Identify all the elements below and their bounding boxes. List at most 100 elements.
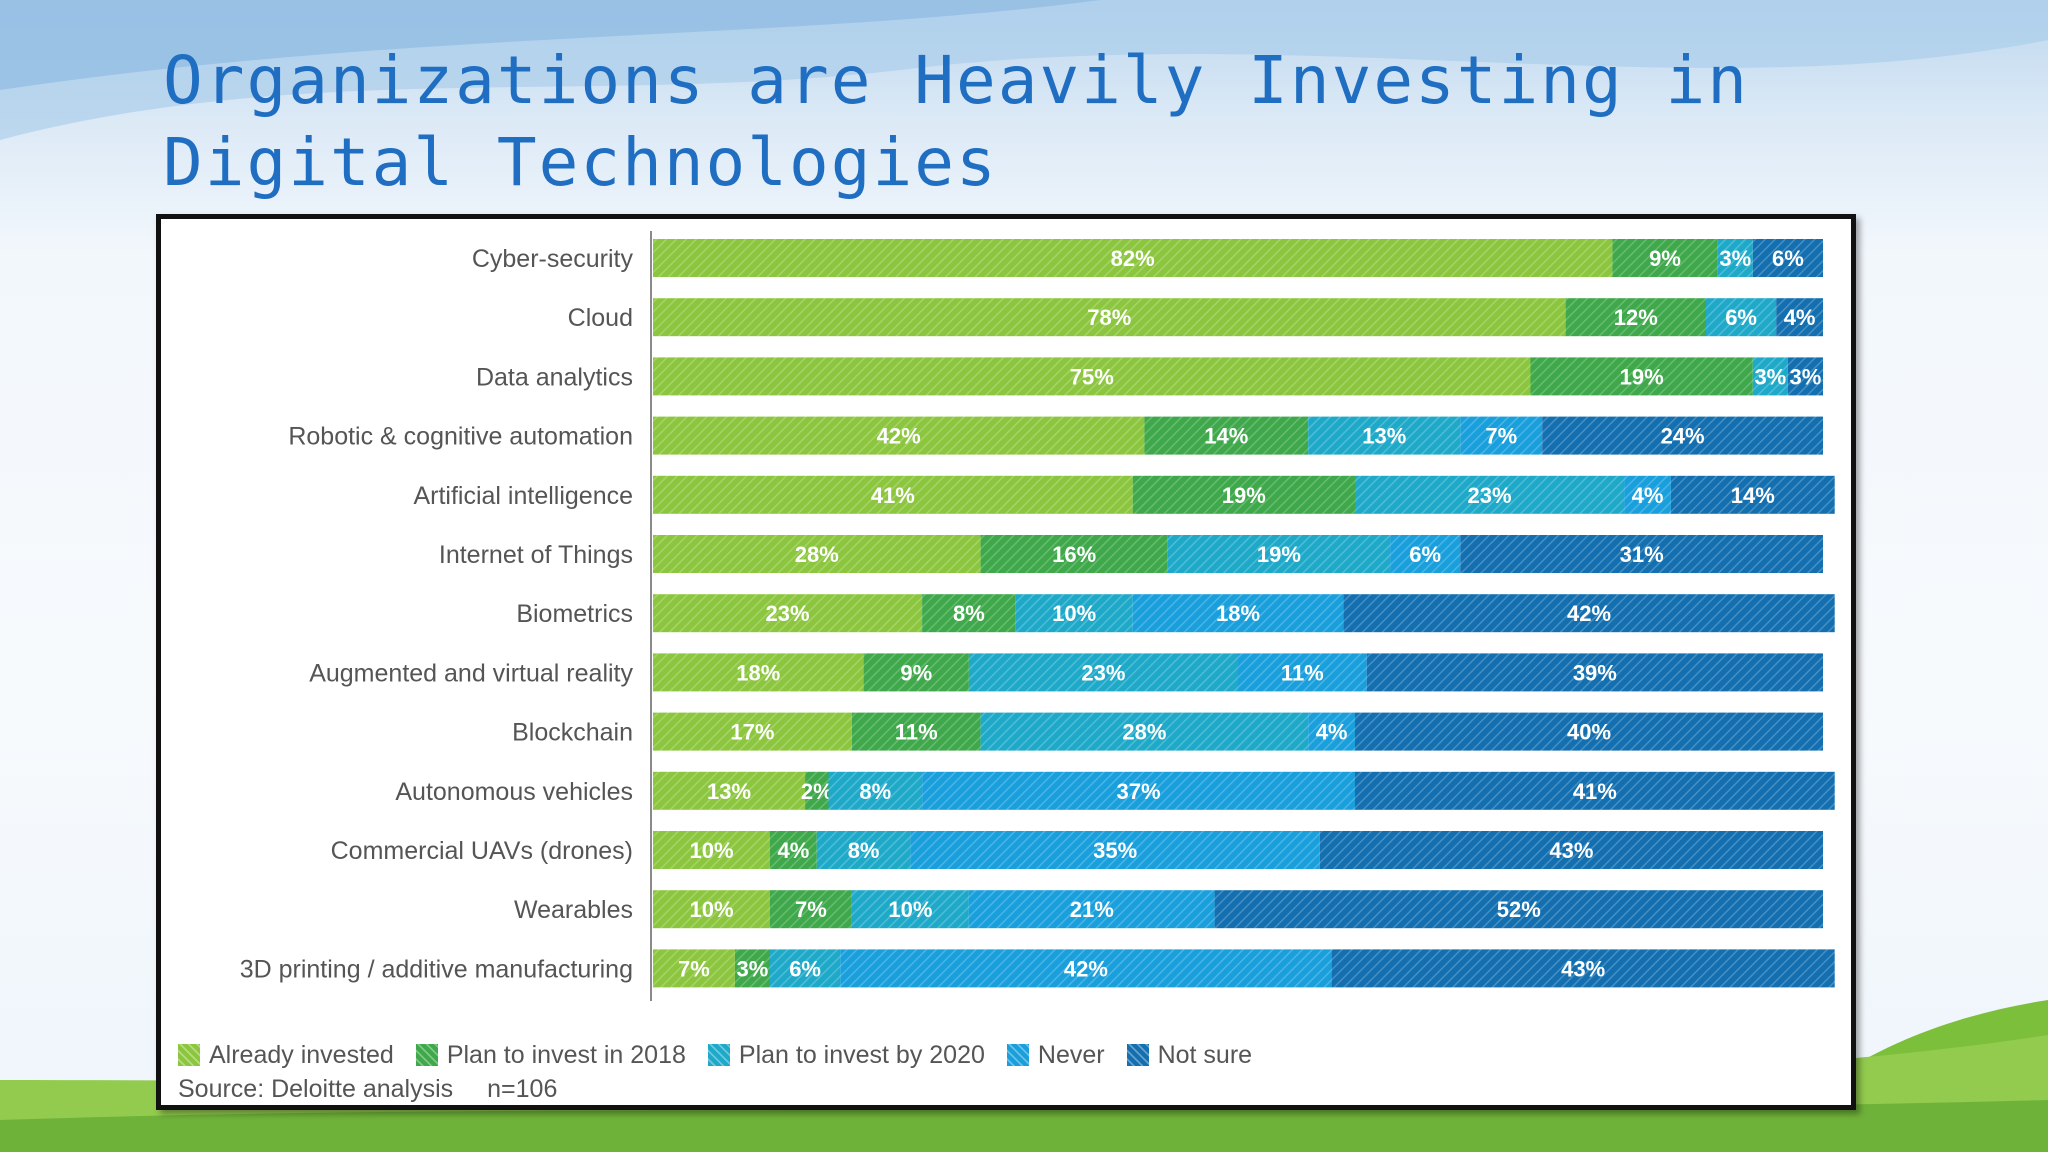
data-label-internet-of-things-already-invested: 28% (795, 542, 839, 567)
data-label-data-analytics-already-invested: 75% (1070, 364, 1114, 389)
data-label-3d-printing-additive-manufacturing-plan-to-invest-in-2018: 3% (737, 956, 769, 981)
category-label-commercial-uavs-drones: Commercial UAVs (drones) (331, 837, 633, 865)
bar-internet-of-things-plan-to-invest-by-2020 (1167, 535, 1391, 573)
data-label-cloud-plan-to-invest-in-2018: 12% (1614, 305, 1658, 330)
category-label-wearables: Wearables (514, 896, 633, 924)
data-label-commercial-uavs-drones-plan-to-invest-by-2020: 8% (848, 838, 880, 863)
bar-robotic-cognitive-automation-never (1460, 416, 1543, 455)
data-label-biometrics-already-invested: 23% (766, 601, 810, 626)
data-label-data-analytics-plan-to-invest-by-2020: 3% (1754, 364, 1786, 389)
data-label-cyber-security-plan-to-invest-in-2018: 9% (1649, 246, 1681, 271)
data-label-blockchain-not-sure: 40% (1567, 720, 1611, 745)
data-label-internet-of-things-plan-to-invest-in-2018: 16% (1052, 542, 1096, 567)
bar-autonomous-vehicles-plan-to-invest-by-2020 (828, 771, 923, 810)
category-label-robotic-cognitive-automation: Robotic & cognitive automation (288, 423, 633, 451)
bar-biometrics-plan-to-invest-in-2018 (922, 594, 1016, 633)
bar-data-analytics-plan-to-invest-in-2018 (1530, 357, 1753, 396)
category-label-cloud: Cloud (568, 304, 633, 332)
data-label-artificial-intelligence-already-invested: 41% (871, 483, 915, 508)
data-label-internet-of-things-never: 6% (1409, 542, 1441, 567)
data-label-commercial-uavs-drones-plan-to-invest-in-2018: 4% (778, 838, 810, 863)
data-label-autonomous-vehicles-plan-to-invest-in-2018: 2% (801, 779, 833, 804)
bar-internet-of-things-already-invested (653, 535, 981, 573)
bar-internet-of-things-not-sure (1460, 535, 1823, 573)
bar-3d-printing-additive-manufacturing-not-sure (1331, 949, 1835, 988)
bar-wearables-not-sure (1214, 890, 1823, 929)
bar-commercial-uavs-drones-plan-to-invest-in-2018 (770, 831, 817, 869)
chart-legend: Already invested Plan to invest in 2018 Pl… (178, 1039, 1274, 1071)
bar-internet-of-things-never (1390, 535, 1461, 573)
data-label-autonomous-vehicles-already-invested: 13% (707, 779, 751, 804)
bar-cyber-security-plan-to-invest-by-2020 (1717, 239, 1753, 277)
bar-cloud-plan-to-invest-by-2020 (1706, 298, 1777, 337)
data-label-artificial-intelligence-not-sure: 14% (1731, 483, 1775, 508)
data-label-wearables-plan-to-invest-by-2020: 10% (888, 897, 932, 922)
category-label-data-analytics: Data analytics (476, 363, 633, 391)
legend-item-plan-to-invest-in-2018: Plan to invest in 2018 (415, 1041, 686, 1070)
hill-front (0, 1100, 2048, 1152)
data-label-blockchain-already-invested: 17% (730, 720, 774, 745)
data-label-commercial-uavs-drones-not-sure: 43% (1549, 838, 1593, 863)
bar-wearables-plan-to-invest-by-2020 (851, 890, 969, 929)
data-label-wearables-already-invested: 10% (689, 897, 733, 922)
data-label-wearables-not-sure: 52% (1497, 897, 1541, 922)
data-label-biometrics-plan-to-invest-in-2018: 8% (953, 601, 985, 626)
bar-blockchain-plan-to-invest-in-2018 (851, 712, 981, 751)
data-label-robotic-cognitive-automation-plan-to-invest-by-2020: 13% (1362, 424, 1406, 449)
bar-data-analytics-already-invested (653, 357, 1531, 396)
category-label-cyber-security: Cyber-security (472, 245, 634, 273)
data-label-wearables-plan-to-invest-in-2018: 7% (795, 897, 827, 922)
data-label-augmented-and-virtual-reality-already-invested: 18% (736, 660, 780, 685)
bar-robotic-cognitive-automation-already-invested (653, 416, 1145, 455)
data-label-3d-printing-additive-manufacturing-already-invested: 7% (678, 956, 710, 981)
legend-swatch (415, 1044, 438, 1066)
bar-data-analytics-plan-to-invest-by-2020 (1752, 357, 1788, 396)
data-label-augmented-and-virtual-reality-plan-to-invest-in-2018: 9% (900, 660, 932, 685)
bar-augmented-and-virtual-reality-never (1238, 653, 1367, 692)
bar-blockchain-never (1308, 712, 1355, 751)
bar-robotic-cognitive-automation-not-sure (1542, 416, 1823, 455)
bar-biometrics-never (1132, 594, 1344, 633)
bar-artificial-intelligence-not-sure (1670, 475, 1835, 514)
bar-commercial-uavs-drones-plan-to-invest-by-2020 (816, 831, 911, 869)
bar-autonomous-vehicles-never (922, 771, 1355, 810)
bar-data-analytics-not-sure (1787, 357, 1823, 396)
category-label-augmented-and-virtual-reality: Augmented and virtual reality (309, 659, 633, 687)
category-label-autonomous-vehicles: Autonomous vehicles (395, 778, 633, 806)
data-label-3d-printing-additive-manufacturing-not-sure: 43% (1561, 956, 1605, 981)
data-label-blockchain-plan-to-invest-by-2020: 28% (1122, 720, 1166, 745)
data-label-cloud-not-sure: 4% (1784, 305, 1816, 330)
bar-augmented-and-virtual-reality-already-invested (653, 653, 864, 692)
data-label-biometrics-not-sure: 42% (1567, 601, 1611, 626)
data-label-artificial-intelligence-never: 4% (1632, 483, 1664, 508)
data-label-augmented-and-virtual-reality-plan-to-invest-by-2020: 23% (1081, 660, 1125, 685)
data-label-3d-printing-additive-manufacturing-never: 42% (1064, 956, 1108, 981)
bar-cloud-already-invested (653, 298, 1566, 337)
legend-swatch (1006, 1044, 1029, 1066)
category-labels: Cyber-security Cloud Data analytics Robotic… (240, 245, 634, 983)
bar-3d-printing-additive-manufacturing-already-invested (653, 949, 735, 988)
bar-artificial-intelligence-plan-to-invest-by-2020 (1355, 475, 1625, 514)
source-text: Source: Deloitte analysis (178, 1074, 454, 1103)
data-label-3d-printing-additive-manufacturing-plan-to-invest-by-2020: 6% (789, 956, 821, 981)
bar-augmented-and-virtual-reality-not-sure (1366, 653, 1823, 692)
legend-item-not-sure: Not sure (1126, 1041, 1252, 1070)
data-label-autonomous-vehicles-plan-to-invest-by-2020: 8% (859, 779, 891, 804)
legend-item-never: Never (1006, 1041, 1105, 1070)
bar-blockchain-not-sure (1355, 712, 1823, 751)
data-label-cyber-security-plan-to-invest-by-2020: 3% (1719, 246, 1751, 271)
data-label-robotic-cognitive-automation-never: 7% (1485, 424, 1517, 449)
bar-artificial-intelligence-plan-to-invest-in-2018 (1132, 475, 1355, 514)
bar-3d-printing-additive-manufacturing-never (840, 949, 1332, 988)
data-label-blockchain-never: 4% (1316, 720, 1348, 745)
bar-cyber-security-already-invested (653, 239, 1613, 277)
bar-autonomous-vehicles-already-invested (653, 771, 806, 810)
stacked-bar-chart: Cyber-security Cloud Data analytics Robotic… (240, 231, 1835, 1001)
category-label-3d-printing-additive-manufacturing: 3D printing / additive manufacturing (240, 955, 633, 983)
bar-internet-of-things-plan-to-invest-in-2018 (980, 535, 1168, 573)
bar-wearables-plan-to-invest-in-2018 (770, 890, 852, 929)
sky-wave-top-2 (0, 0, 1100, 90)
bar-cloud-not-sure (1776, 298, 1823, 337)
data-label-autonomous-vehicles-not-sure: 41% (1573, 779, 1617, 804)
category-label-internet-of-things: Internet of Things (439, 541, 633, 569)
